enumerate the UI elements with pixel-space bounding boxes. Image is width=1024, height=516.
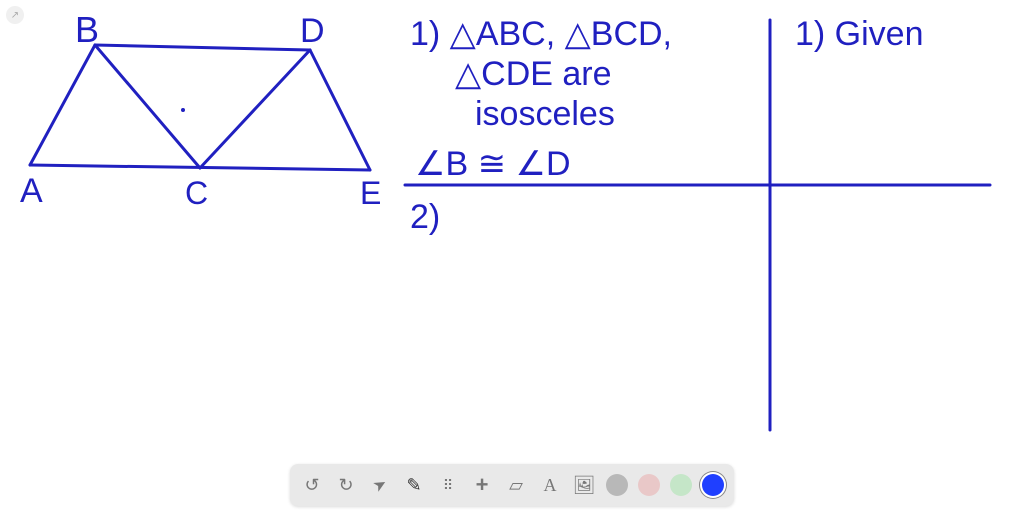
proof-statement-1-line1: 1) △ABC, △BCD, — [410, 15, 672, 53]
undo-button[interactable]: ↺ — [300, 473, 324, 497]
image-button[interactable]: 🖼 — [572, 473, 596, 497]
proof-statement-1-line4: ∠B ≅ ∠D — [415, 145, 571, 183]
pen-button[interactable]: ✎ — [402, 473, 426, 497]
add-button[interactable]: + — [470, 473, 494, 497]
segment-CD — [200, 50, 310, 168]
color-swatch-pink[interactable] — [638, 474, 660, 496]
segment-AB — [30, 45, 95, 165]
eraser-button[interactable]: ▱ — [504, 473, 528, 497]
segment-DE — [310, 50, 370, 170]
proof-statement-1-line3: isosceles — [475, 95, 615, 133]
color-swatch-blue[interactable] — [702, 474, 724, 496]
shapes-button[interactable]: ⠿ — [436, 473, 460, 497]
pointer-button[interactable]: ➤ — [364, 469, 397, 502]
vertex-label-A: A — [20, 172, 43, 210]
proof-reason-1: 1) Given — [795, 15, 924, 53]
vertex-label-E: E — [360, 175, 381, 211]
color-swatch-gray[interactable] — [606, 474, 628, 496]
toolbar: ↺ ↻➤✎ ⠿ + ▱ A 🖼 — [290, 464, 734, 506]
whiteboard-canvas: A B C D E 1) △ABC, △BCD,△CDE areisosceles ∠B ≅… — [0, 0, 1024, 516]
text-button[interactable]: A — [538, 473, 562, 497]
vertex-label-D: D — [300, 12, 325, 50]
color-swatch-green[interactable] — [670, 474, 692, 496]
proof-statement-2: 2) — [410, 198, 440, 236]
stray-dot — [181, 108, 185, 112]
redo-button[interactable]: ↻ — [334, 473, 358, 497]
proof-statement-1-line2: △CDE are — [455, 55, 612, 93]
segment-BD — [95, 45, 310, 50]
vertex-label-C: C — [185, 175, 208, 211]
segment-BC — [95, 45, 200, 168]
vertex-label-B: B — [75, 9, 99, 50]
